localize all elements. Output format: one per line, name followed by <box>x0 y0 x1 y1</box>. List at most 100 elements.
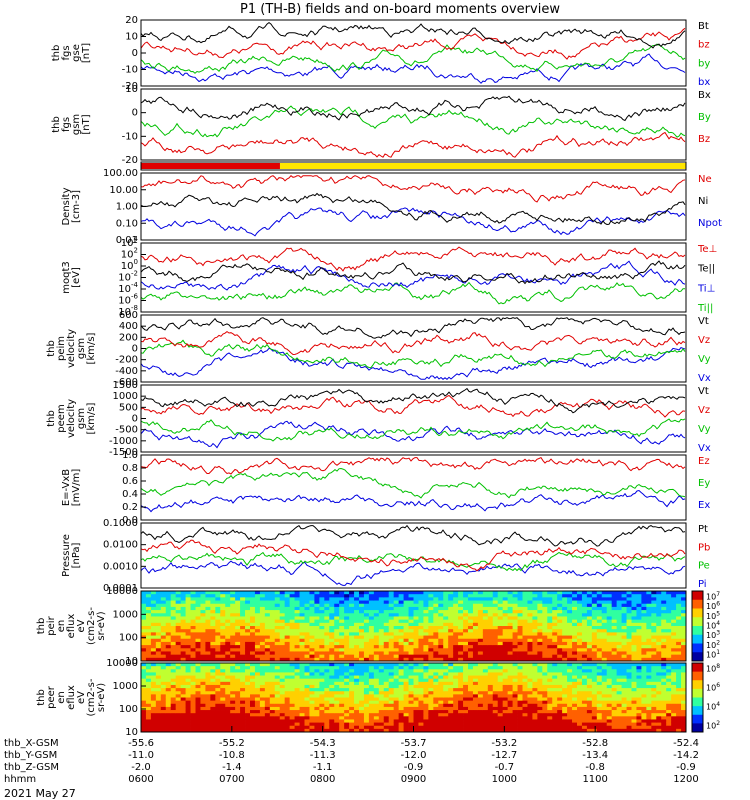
heatmap-cell <box>577 632 583 636</box>
heatmap-cell <box>274 600 281 605</box>
heatmap-cell <box>354 675 360 680</box>
heatmap-cell <box>611 603 618 608</box>
heatmap-cell <box>150 629 157 633</box>
heatmap-cell <box>641 663 647 667</box>
heatmap-cell <box>601 728 608 733</box>
y-tick-label: 0.1000 <box>103 518 138 529</box>
y-tick-label: 0.6 <box>122 476 138 487</box>
heatmap-cell <box>319 622 325 627</box>
heatmap-cell <box>289 645 295 649</box>
heatmap-cell <box>443 669 449 673</box>
heatmap-cell <box>284 591 291 595</box>
heatmap-cell <box>314 722 320 727</box>
heatmap-cell <box>408 725 414 730</box>
heatmap-cell <box>433 603 439 608</box>
heatmap-cell <box>354 706 360 711</box>
heatmap-cell <box>170 719 177 723</box>
heatmap-cell <box>433 700 439 705</box>
heatmap-cell <box>215 728 221 733</box>
heatmap-cell <box>507 594 513 598</box>
heatmap-cell <box>586 606 593 611</box>
heatmap-cell <box>527 684 533 689</box>
heatmap-cell <box>393 719 400 723</box>
y-tick-label: -200 <box>115 355 138 366</box>
heatmap-cell <box>235 669 241 673</box>
heatmap-cell <box>443 600 449 605</box>
heatmap-cell <box>299 591 305 595</box>
heatmap-cell <box>363 610 370 614</box>
heatmap-cell <box>279 675 286 680</box>
heatmap-cell <box>512 651 518 656</box>
heatmap-cell <box>661 675 667 680</box>
heatmap-cell <box>458 672 464 676</box>
heatmap-cell <box>497 632 504 636</box>
heatmap-cell <box>477 700 484 705</box>
heatmap-cell <box>180 713 186 717</box>
heatmap-cell <box>205 616 211 621</box>
heatmap-cell <box>294 606 300 611</box>
heatmap-cell <box>487 728 494 733</box>
heatmap-cell <box>363 706 370 711</box>
heatmap-cell <box>264 638 271 643</box>
heatmap-cell <box>636 700 642 705</box>
heatmap-cell <box>651 616 657 621</box>
heatmap-cell <box>601 651 608 656</box>
heatmap-cell <box>468 716 474 720</box>
heatmap-cell <box>458 684 464 689</box>
heatmap-cell <box>175 675 182 680</box>
heatmap-cell <box>601 681 608 686</box>
heatmap-cell <box>567 626 573 630</box>
heatmap-cell <box>373 616 380 621</box>
heatmap-cell <box>487 722 494 727</box>
heatmap-cell <box>284 635 291 640</box>
heatmap-cell <box>210 678 216 683</box>
heatmap-cell <box>155 710 162 714</box>
heatmap-cell <box>195 651 201 656</box>
heatmap-cell <box>542 616 548 621</box>
heatmap-cell <box>230 700 236 705</box>
heatmap-cell <box>547 669 553 673</box>
heatmap-cell <box>626 641 632 646</box>
heatmap-cell <box>294 722 300 727</box>
trace-pb <box>140 539 686 572</box>
heatmap-cell <box>304 629 310 633</box>
heatmap-cell <box>502 645 509 649</box>
heatmap-cell <box>453 632 459 636</box>
heatmap-cell <box>532 728 538 733</box>
heatmap-cell <box>170 700 177 705</box>
heatmap-cell <box>606 669 613 673</box>
heatmap-cell <box>577 645 583 649</box>
heatmap-cell <box>200 691 206 695</box>
heatmap-cell <box>666 716 672 720</box>
heatmap-cell <box>577 728 583 733</box>
heatmap-cell <box>274 722 281 727</box>
heatmap-cell <box>215 681 221 686</box>
heatmap-cell <box>656 700 662 705</box>
heatmap-cell <box>413 591 419 595</box>
heatmap-cell <box>225 594 231 598</box>
heatmap-cell <box>339 672 345 676</box>
heatmap-cell <box>205 678 211 683</box>
heatmap-cell <box>547 728 553 733</box>
heatmap-cell <box>378 632 385 636</box>
heatmap-cell <box>299 703 305 708</box>
heatmap-cell <box>235 688 241 692</box>
heatmap-cell <box>557 600 563 605</box>
heatmap-cell <box>542 638 548 643</box>
heatmap-cell <box>621 672 627 676</box>
heatmap-cell <box>433 635 439 640</box>
heatmap-cell <box>368 651 375 656</box>
heatmap-cell <box>572 684 578 689</box>
heatmap-cell <box>611 703 618 708</box>
heatmap-cell <box>552 594 558 598</box>
heatmap-cell <box>482 700 489 705</box>
heatmap-cell <box>591 616 598 621</box>
heatmap-cell <box>472 657 479 662</box>
heatmap-cell <box>591 654 598 659</box>
trace-pt <box>140 524 686 547</box>
heatmap-cell <box>294 672 300 676</box>
heatmap-cell <box>304 684 310 689</box>
heatmap-cell <box>656 619 662 624</box>
heatmap-cell <box>220 684 226 689</box>
heatmap-cell <box>433 629 439 633</box>
